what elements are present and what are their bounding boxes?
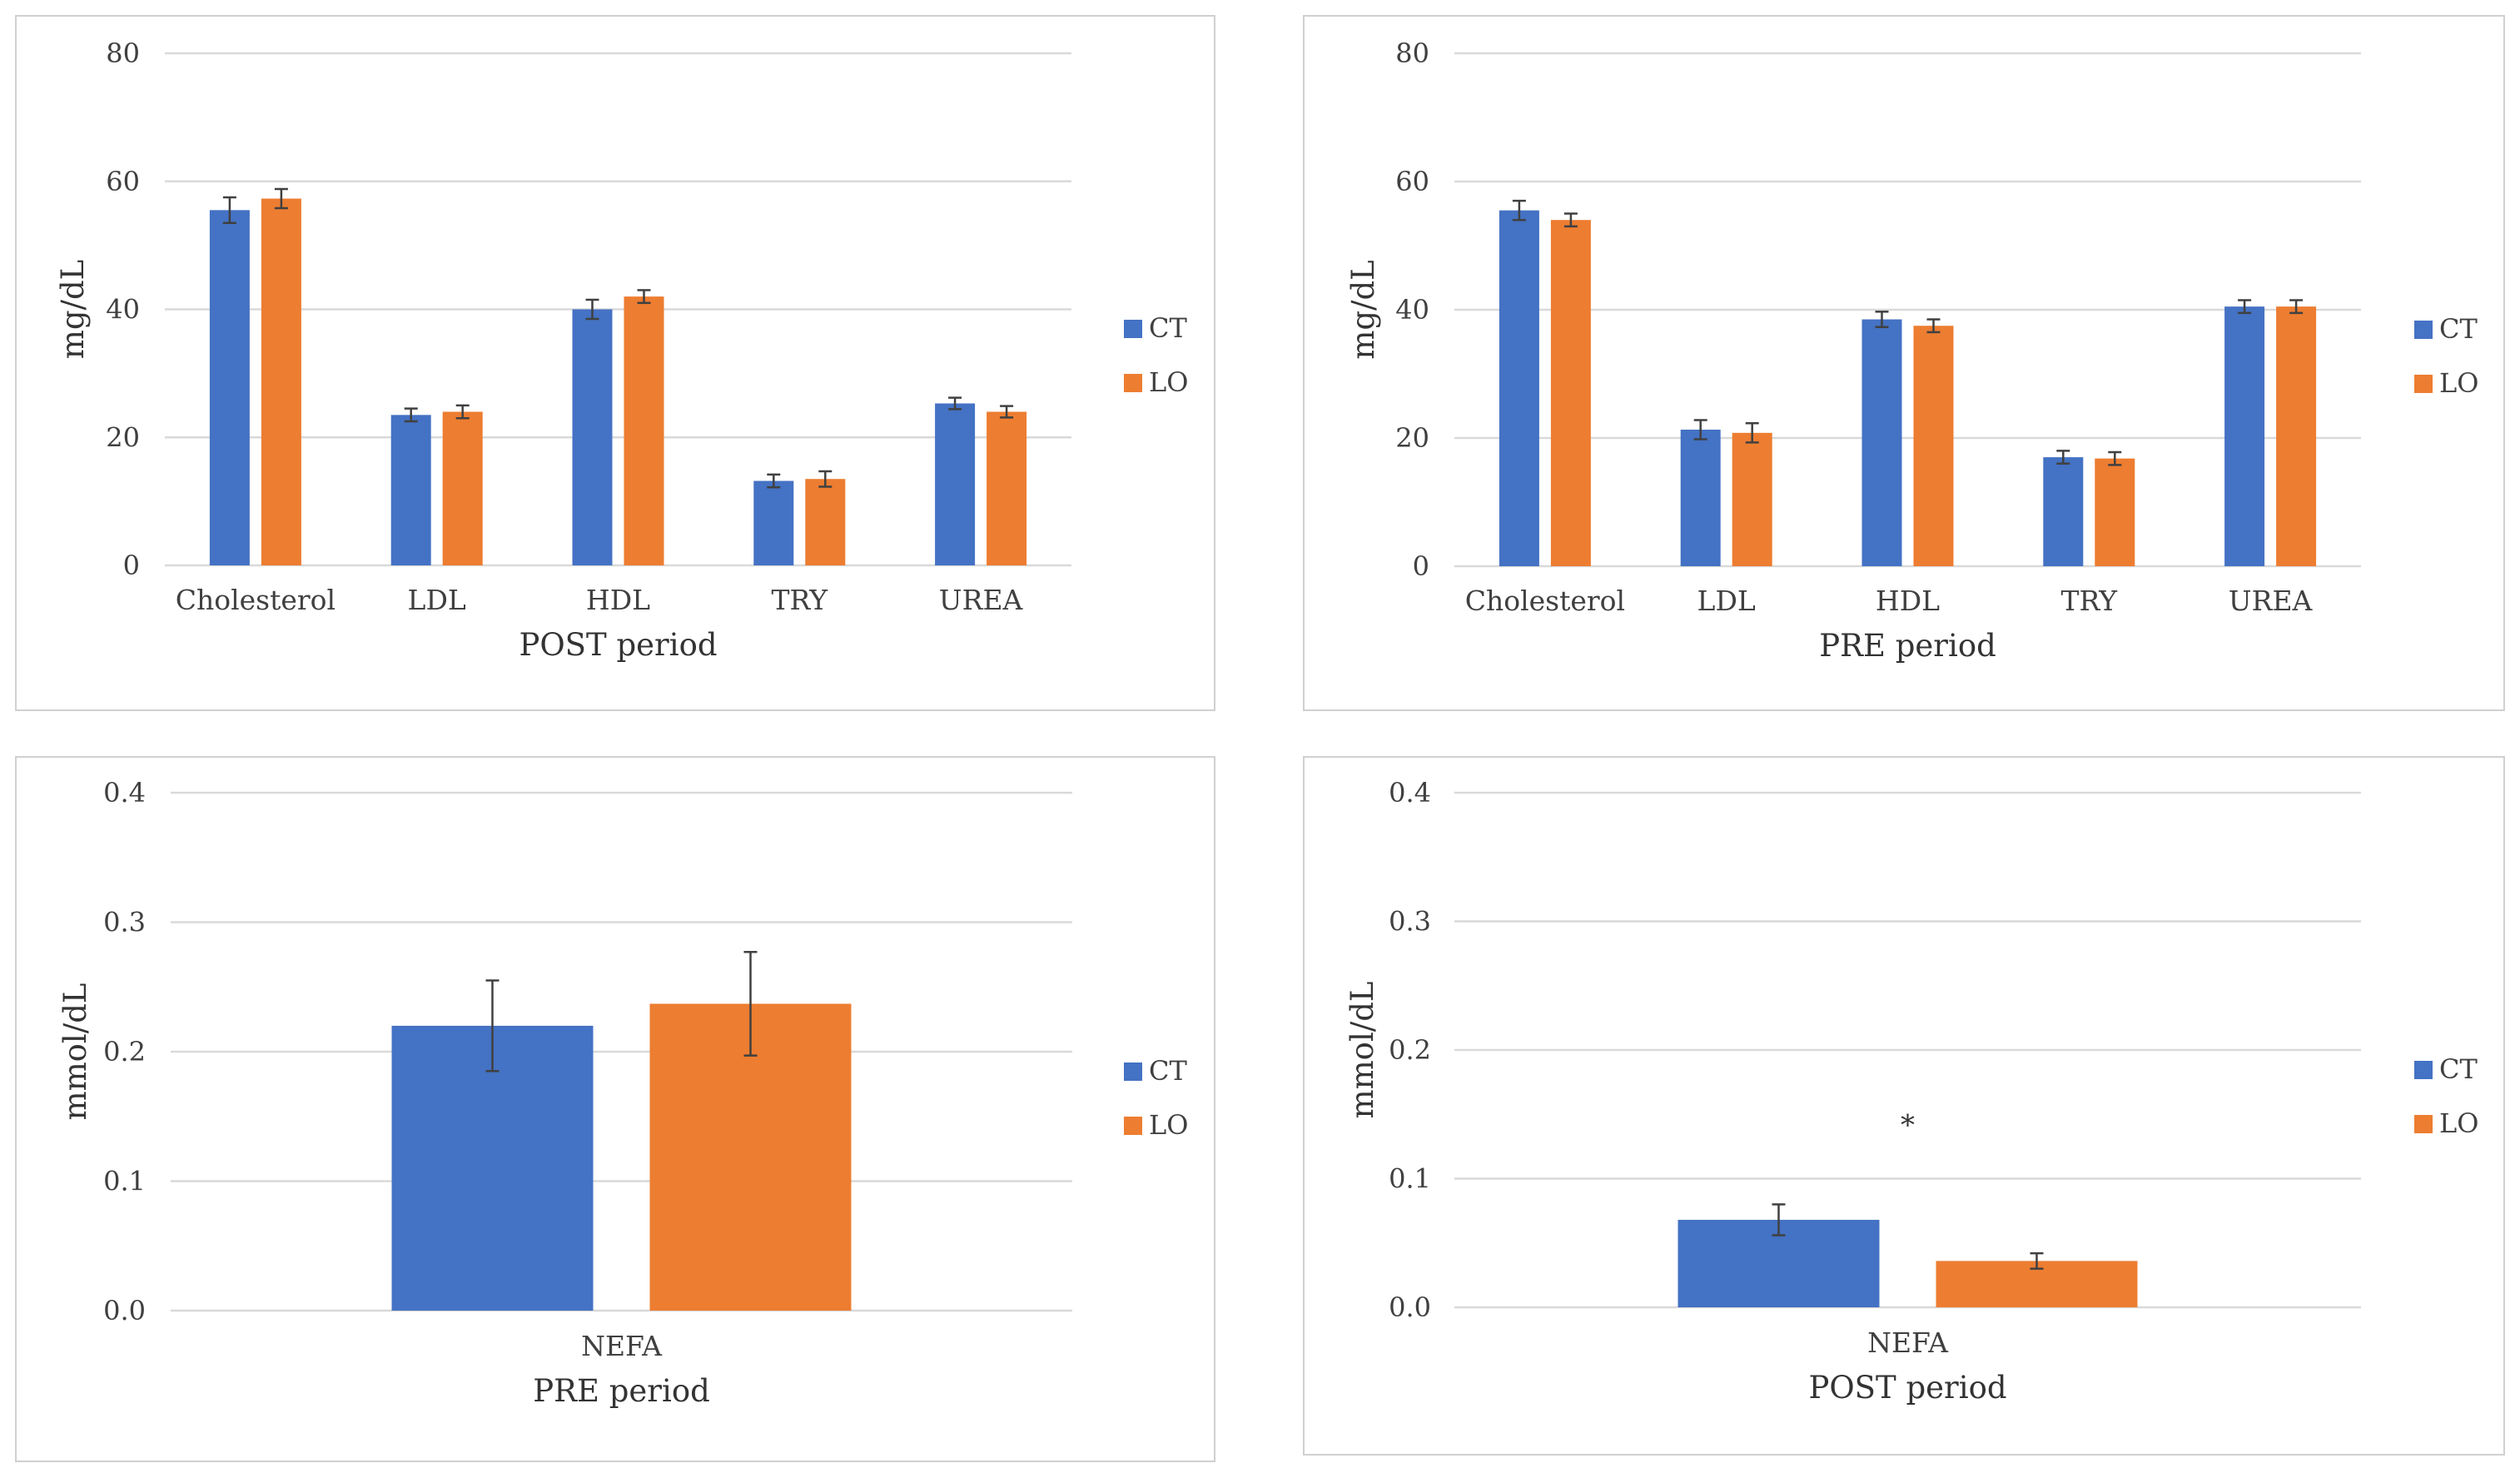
legend-swatch-ct xyxy=(1124,1062,1142,1081)
x-category-label: Cholesterol xyxy=(176,584,336,616)
bar-lo xyxy=(261,198,301,565)
chart-panel-post-nefa: 0.0 0.1 0.2 0.3 0.4 NEFA * POST period mmol/dL CT… xyxy=(1303,756,2505,1456)
x-category-label: HDL xyxy=(1876,585,1940,617)
x-category-label: UREA xyxy=(2229,585,2314,617)
chart-svg: 0 20 40 60 80 Cholesterol LDL HDL TRY UREA PRE per… xyxy=(1345,37,2478,664)
legend-swatch-lo xyxy=(1124,1117,1142,1135)
y-tick-label: 0.4 xyxy=(1389,777,1431,809)
bar-lo xyxy=(624,296,664,565)
legend-label: CT xyxy=(2439,313,2478,345)
legend-swatch-lo xyxy=(2414,375,2433,393)
legend-swatch-lo xyxy=(2414,1115,2433,1133)
legend-label: LO xyxy=(2439,367,2478,399)
y-tick-label: 40 xyxy=(1395,294,1429,326)
y-tick-label: 60 xyxy=(106,166,140,197)
bar-ct xyxy=(1499,210,1539,566)
bar-lo xyxy=(442,411,483,565)
x-category-label: TRY xyxy=(771,584,828,616)
y-axis-title: mmol/dL xyxy=(57,983,93,1120)
x-category-label: TRY xyxy=(2060,585,2118,617)
y-axis-title: mg/dL xyxy=(55,260,91,360)
x-category-label: HDL xyxy=(586,584,650,616)
y-axis-title: mg/dL xyxy=(1345,260,1381,360)
significance-marker: * xyxy=(1901,1109,1915,1142)
y-tick-label: 0.3 xyxy=(103,907,146,938)
bar-ct xyxy=(572,309,613,565)
chart-svg: 0.0 0.1 0.2 0.3 0.4 NEFA PRE period mmol/dL CT LO xyxy=(57,777,1188,1409)
y-tick-label: 0 xyxy=(123,550,140,581)
y-tick-label: 20 xyxy=(1395,422,1429,454)
y-tick-label: 40 xyxy=(106,294,140,326)
legend-swatch-ct xyxy=(1124,320,1142,338)
bar-lo xyxy=(805,479,846,565)
legend-swatch-lo xyxy=(1124,374,1142,392)
legend-label: LO xyxy=(1149,1109,1188,1141)
y-tick-label: 0.0 xyxy=(1389,1291,1431,1323)
x-category-label: UREA xyxy=(939,584,1024,616)
y-tick-label: 0.3 xyxy=(1389,906,1431,938)
x-category-label: NEFA xyxy=(1867,1326,1949,1359)
bar-ct xyxy=(935,403,976,565)
y-tick-label: 0.1 xyxy=(1389,1163,1431,1195)
bar-ct xyxy=(1680,429,1721,566)
legend-label: LO xyxy=(2439,1107,2478,1139)
x-category-label: LDL xyxy=(408,584,466,616)
x-category-label: NEFA xyxy=(581,1330,663,1362)
bar-ct xyxy=(391,1025,594,1311)
y-tick-label: 0 xyxy=(1413,550,1429,582)
x-axis-title: PRE period xyxy=(1819,628,1996,664)
y-tick-label: 0.2 xyxy=(1389,1034,1431,1066)
y-tick-label: 60 xyxy=(1395,166,1429,197)
bar-lo xyxy=(1732,432,1772,566)
bar-lo xyxy=(987,411,1027,565)
chart-svg: 0 20 40 60 80 Cholesterol LDL HDL TRY UREA POST pe… xyxy=(55,37,1188,663)
x-axis-title: PRE period xyxy=(533,1373,710,1409)
chart-panel-pre-lipids: 0 20 40 60 80 Cholesterol LDL HDL TRY UREA PRE per… xyxy=(1303,15,2505,711)
legend-swatch-ct xyxy=(2414,1061,2433,1079)
y-tick-label: 0.0 xyxy=(103,1295,146,1326)
legend-label: CT xyxy=(2439,1053,2478,1085)
chart-svg: 0.0 0.1 0.2 0.3 0.4 NEFA * POST period mmol/dL CT… xyxy=(1344,777,2478,1406)
bar-ct xyxy=(390,415,431,565)
bar-ct xyxy=(209,210,250,565)
y-tick-label: 20 xyxy=(106,421,140,453)
x-category-label: LDL xyxy=(1697,585,1756,617)
x-axis-title: POST period xyxy=(1808,1370,2006,1406)
chart-panel-post-lipids: 0 20 40 60 80 Cholesterol LDL HDL TRY UREA POST pe… xyxy=(15,15,1215,711)
legend-label: CT xyxy=(1149,312,1187,344)
y-tick-label: 0.2 xyxy=(103,1036,146,1067)
legend-swatch-ct xyxy=(2414,321,2433,339)
bar-lo xyxy=(2276,306,2317,566)
x-category-label: Cholesterol xyxy=(1465,585,1625,617)
bar-lo xyxy=(2095,458,2135,566)
bar-lo xyxy=(1913,326,1954,566)
bar-ct xyxy=(1861,319,1902,566)
legend-label: CT xyxy=(1149,1055,1187,1087)
y-tick-label: 0.1 xyxy=(103,1166,146,1197)
bar-ct xyxy=(2043,457,2084,566)
chart-panel-pre-nefa: 0.0 0.1 0.2 0.3 0.4 NEFA PRE period mmol/dL CT LO xyxy=(15,756,1215,1462)
bar-lo xyxy=(1550,220,1591,566)
y-tick-label: 80 xyxy=(1395,37,1429,69)
y-tick-label: 0.4 xyxy=(103,777,146,809)
bar-ct xyxy=(753,480,794,565)
y-tick-label: 80 xyxy=(106,37,140,69)
bar-ct xyxy=(2224,306,2265,566)
y-axis-title: mmol/dL xyxy=(1344,981,1380,1118)
legend-label: LO xyxy=(1149,366,1188,398)
x-axis-title: POST period xyxy=(519,627,717,663)
